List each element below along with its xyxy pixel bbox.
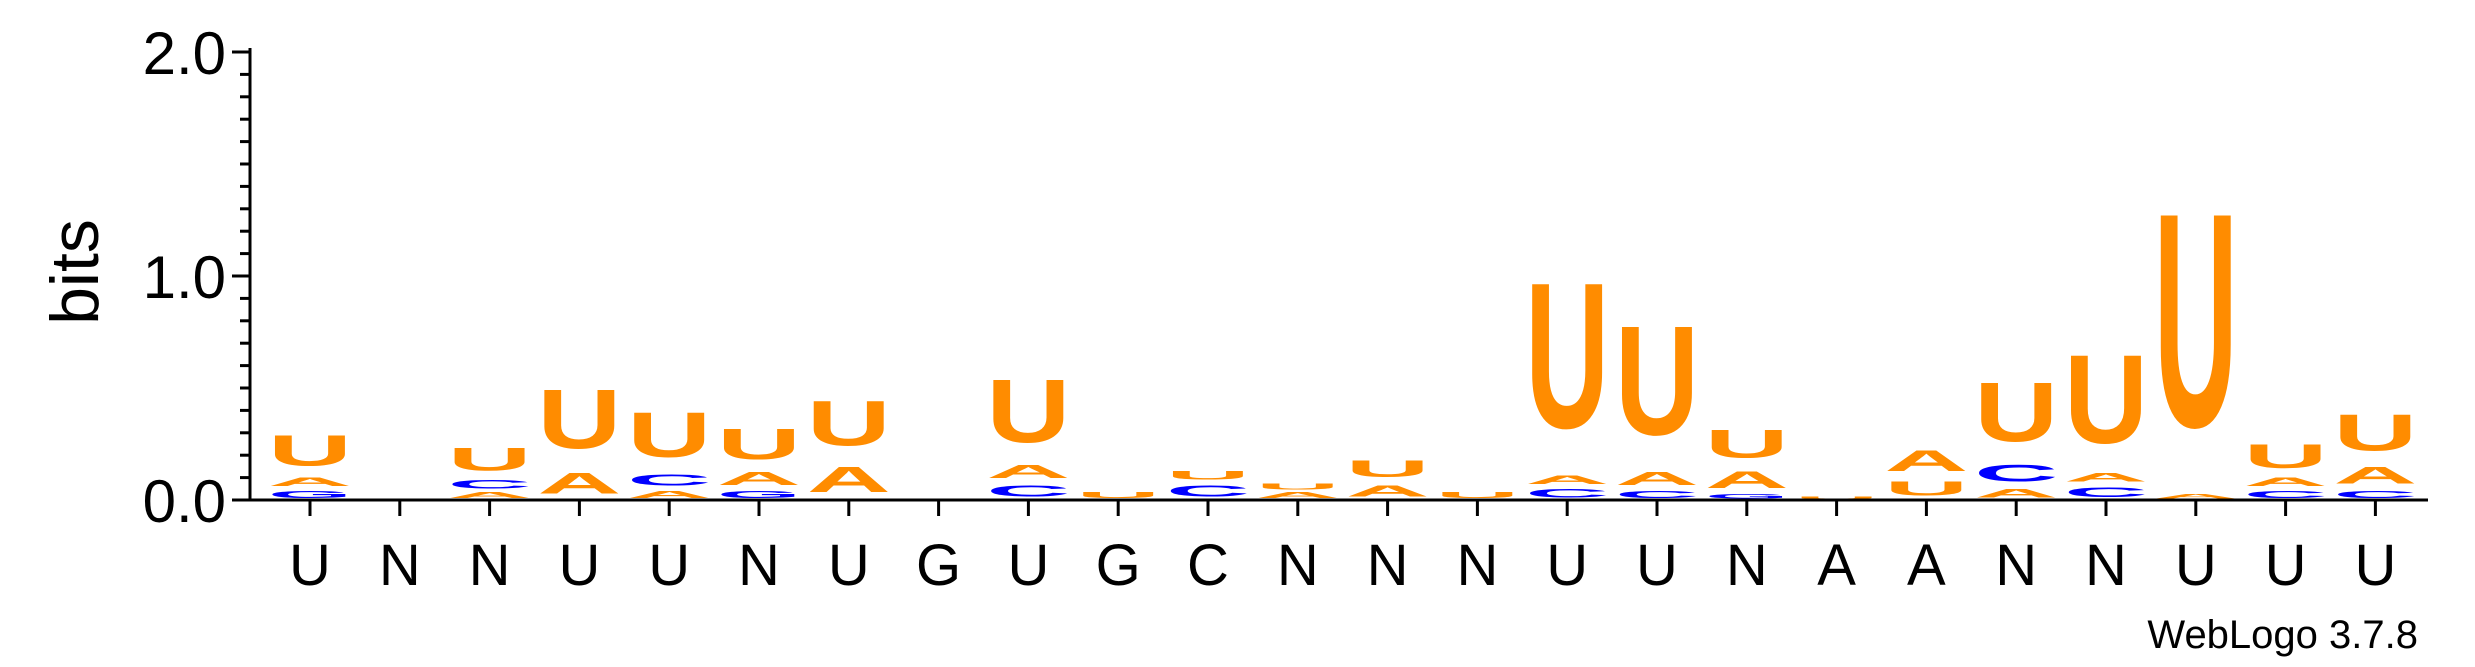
x-tick-label: G (1096, 533, 1141, 598)
logo-letter-U: U (1974, 366, 2058, 460)
logo-letter-A: A (268, 475, 352, 488)
x-tick-label: N (469, 533, 511, 598)
logo-letter-C: C (2244, 489, 2328, 500)
x-tick-label: U (2265, 533, 2307, 598)
logo-letter-A: A (807, 460, 891, 500)
logo-letter-A: A (1256, 491, 1340, 500)
x-tick-label: U (558, 533, 600, 598)
x-tick-label: U (648, 533, 690, 598)
x-tick-label: U (828, 533, 870, 598)
logo-letter-U: U (2064, 329, 2148, 470)
logo-letter-C: C (986, 482, 1070, 500)
logo-letter-U: U (2154, 150, 2238, 492)
logo-letter-G: G (268, 489, 352, 500)
x-tick-label: U (2175, 533, 2217, 598)
logo-letter-C: C (627, 471, 711, 489)
x-tick-label: U (1007, 533, 1049, 598)
logo-letter-C: C (2333, 489, 2417, 500)
x-tick-label: U (289, 533, 331, 598)
logo-letter-A: A (717, 469, 801, 489)
logo-letter-U: U (448, 442, 532, 478)
logo-letter-U: U (717, 419, 801, 469)
logo-letter-C: C (1525, 486, 1609, 499)
logo-letter-A: A (2333, 462, 2417, 489)
logo-letter-U: U (1795, 496, 1879, 500)
x-tick-label: A (1907, 533, 1946, 598)
logo-letter-C: C (1974, 460, 2058, 487)
y-axis: 0.0 1.0 2.0 (143, 20, 252, 535)
x-tick-label: N (379, 533, 421, 598)
weblogo-credit: WebLogo 3.7.8 (2147, 613, 2418, 657)
x-tick-label: A (1817, 533, 1856, 598)
logo-letter-C: C (1615, 489, 1699, 500)
logo-letter-C: C (448, 478, 532, 491)
logo-letter-A: A (2244, 475, 2328, 488)
logo-letter-G: G (1705, 493, 1789, 500)
x-tick-label: N (2085, 533, 2127, 598)
logo-letter-U: U (807, 388, 891, 460)
y-tick-label: 1.0 (143, 244, 226, 311)
logo-letter-C: C (2064, 484, 2148, 500)
logo-letter-C: C (1166, 482, 1250, 500)
logo-letter-U: U (1076, 491, 1160, 500)
logo-letter-A: A (1346, 482, 1430, 500)
logo-letter-A: A (537, 466, 621, 500)
x-tick-label: N (1995, 533, 2037, 598)
logo-letter-A: A (2154, 493, 2238, 500)
x-tick-label: U (1546, 533, 1588, 598)
logo-letter-U: U (2333, 404, 2417, 462)
x-tick-label: N (1726, 533, 1768, 598)
x-tick-label: U (1636, 533, 1678, 598)
y-tick-label: 2.0 (143, 20, 226, 87)
logo-letter-A: A (1525, 473, 1609, 486)
logo-letter-U: U (627, 399, 711, 471)
logo-letter-U: U (1435, 491, 1519, 500)
logo-letter-U: U (1525, 239, 1609, 472)
logo-letter-U: U (268, 426, 352, 476)
logo-letter-A: A (627, 489, 711, 500)
logo-letter-A: A (448, 491, 532, 500)
logo-letter-U: U (1166, 469, 1250, 482)
logo-letter-A: A (2064, 471, 2148, 484)
x-tick-label: C (1187, 533, 1229, 598)
logo-letter-A: A (1884, 444, 1968, 478)
logo-letter-U: U (537, 373, 621, 467)
logo-letter-U: U (2244, 437, 2328, 475)
logo-letter-A: A (1705, 466, 1789, 493)
y-tick-label: 0.0 (143, 468, 226, 535)
logo-letter-A: A (1974, 486, 2058, 499)
logo-letter-A: A (986, 462, 1070, 482)
x-tick-label: N (1456, 533, 1498, 598)
x-tick-label: N (1277, 533, 1319, 598)
y-axis-label: bits (37, 219, 113, 325)
logo-letter-U: U (1256, 482, 1340, 491)
logo-letter-G: G (717, 489, 801, 500)
x-tick-label: N (1367, 533, 1409, 598)
logo-letter-U: U (986, 362, 1070, 462)
x-tick-label: G (916, 533, 961, 598)
logo-letter-U: U (1346, 455, 1430, 482)
logo-letter-A: A (1615, 469, 1699, 489)
x-tick-label: N (738, 533, 780, 598)
logo-letter-U: U (1705, 422, 1789, 467)
x-tick-label: U (2354, 533, 2396, 598)
logo-letter-U: U (1884, 477, 1968, 500)
logo-letter-U: U (1615, 294, 1699, 469)
